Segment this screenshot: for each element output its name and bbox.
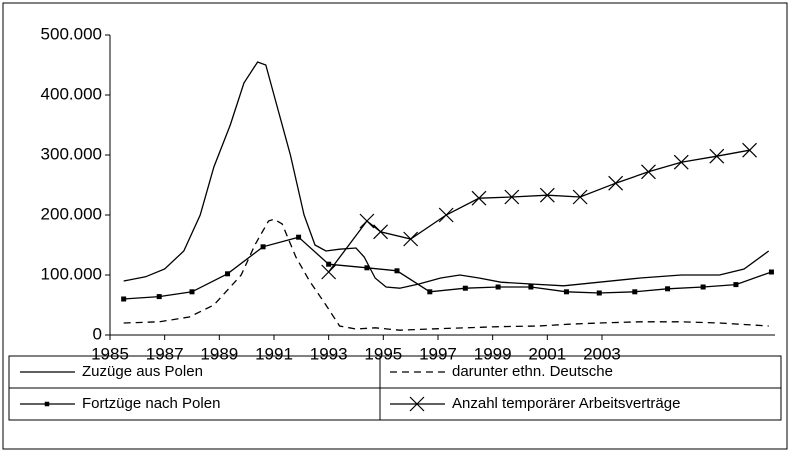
marker [260, 244, 266, 250]
legend-label: Fortzüge nach Polen [82, 395, 220, 412]
legend-label: darunter ethn. Deutsche [452, 363, 613, 380]
series-line [328, 149, 750, 273]
x-tick-label: 1997 [419, 344, 457, 363]
legend-marker [44, 401, 50, 407]
marker [321, 264, 337, 280]
marker [596, 290, 602, 296]
y-tick-label: 100.000 [41, 264, 102, 283]
y-tick-label: 400.000 [41, 84, 102, 103]
marker [121, 296, 127, 302]
legend-label: Zuzüge aus Polen [82, 363, 203, 380]
marker [665, 286, 671, 292]
marker [471, 190, 487, 206]
legend-marker [409, 396, 425, 412]
x-tick-label: 1995 [364, 344, 402, 363]
marker [608, 175, 624, 191]
marker [373, 224, 389, 240]
marker [768, 269, 774, 275]
marker [709, 148, 725, 164]
marker [394, 268, 400, 274]
x-tick-label: 1991 [255, 344, 293, 363]
marker [563, 289, 569, 295]
x-tick-label: 1985 [91, 344, 129, 363]
marker [364, 265, 370, 271]
marker [359, 213, 375, 229]
marker [326, 261, 332, 267]
marker [156, 294, 162, 300]
series-line [123, 236, 772, 300]
marker [700, 284, 706, 290]
marker [673, 154, 689, 170]
marker [225, 271, 231, 277]
marker [189, 289, 195, 295]
marker [403, 231, 419, 247]
legend-label: Anzahl temporärer Arbeitsverträge [452, 395, 680, 412]
marker [504, 189, 520, 205]
marker [742, 142, 758, 158]
marker [572, 189, 588, 205]
marker [438, 207, 454, 223]
marker [632, 289, 638, 295]
x-tick-label: 1987 [146, 344, 184, 363]
x-tick-label: 2003 [583, 344, 621, 363]
marker [495, 284, 501, 290]
y-tick-label: 200.000 [41, 204, 102, 223]
marker [528, 284, 534, 290]
y-tick-label: 500.000 [41, 24, 102, 43]
x-tick-label: 1993 [310, 344, 348, 363]
series-line [123, 61, 770, 289]
chart-border [2, 2, 788, 450]
x-tick-label: 1999 [474, 344, 512, 363]
x-tick-label: 1989 [200, 344, 238, 363]
marker [462, 285, 468, 291]
marker [641, 164, 656, 180]
marker [539, 187, 555, 203]
marker [427, 289, 433, 295]
marker [733, 282, 739, 288]
series-line [123, 218, 769, 331]
x-tick-label: 2001 [528, 344, 566, 363]
marker [296, 234, 302, 240]
y-tick-label: 0 [93, 324, 102, 343]
y-tick-label: 300.000 [41, 144, 102, 163]
